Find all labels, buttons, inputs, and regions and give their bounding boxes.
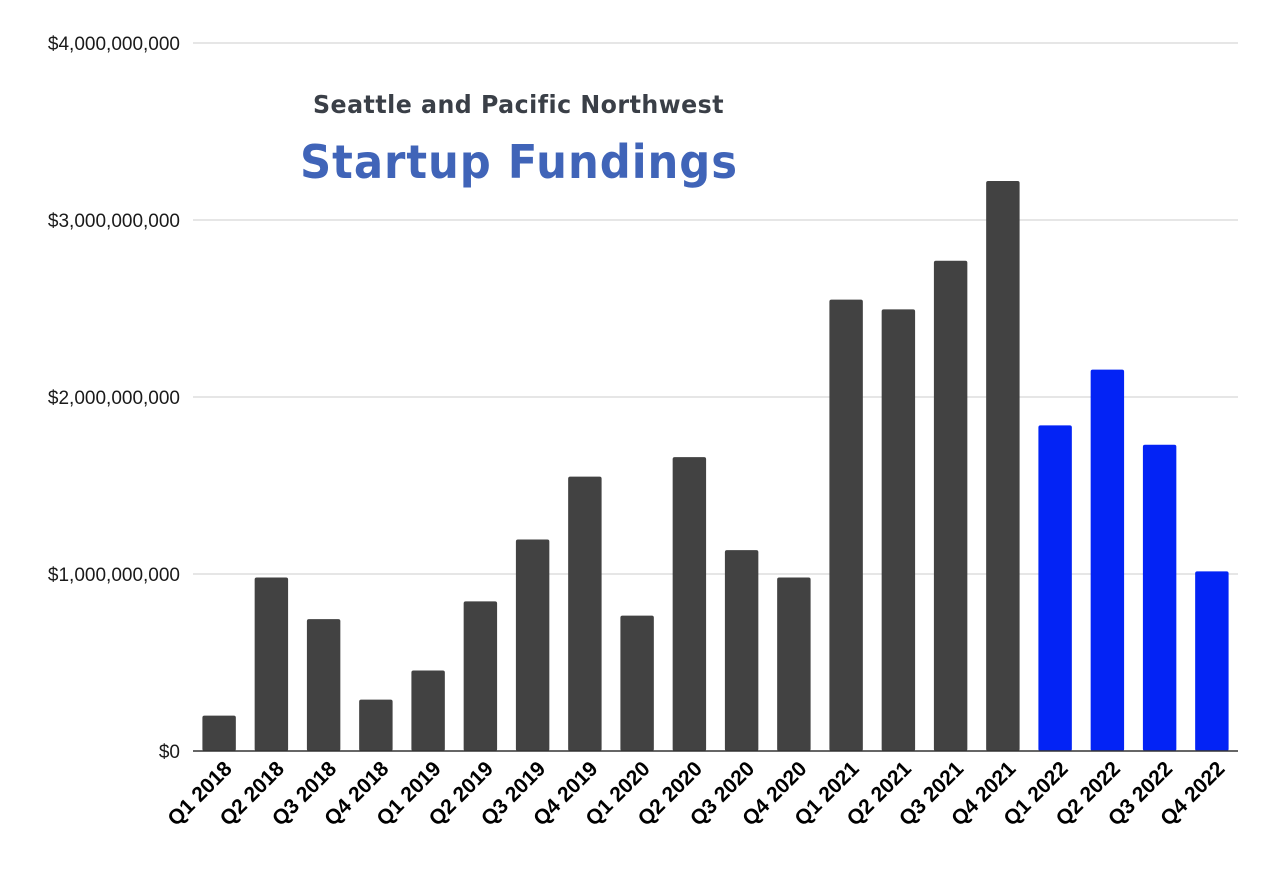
bar-q4-2019 xyxy=(568,476,602,751)
chart-title-line1: Seattle and Pacific Northwest xyxy=(313,90,724,119)
bar-q1-2022 xyxy=(1038,425,1072,751)
bar-q1-2020 xyxy=(620,615,654,751)
bar-q1-2018 xyxy=(202,715,236,751)
bar-q2-2019 xyxy=(463,601,498,751)
bar-q2-2022 xyxy=(1090,369,1125,751)
y-tick-label: $4,000,000,000 xyxy=(48,34,180,55)
gridlines xyxy=(193,42,1238,575)
y-axis-tick-labels: $0 $1,000,000,000 $2,000,000,000 $3,000,000… xyxy=(48,34,180,763)
bar-q2-2021 xyxy=(881,309,916,751)
bar-q4-2020 xyxy=(777,577,811,751)
bar-q4-2018 xyxy=(359,699,393,751)
bar-q2-2018 xyxy=(254,577,289,751)
bar-q3-2019 xyxy=(515,539,550,751)
bars xyxy=(202,181,1229,751)
bar-q1-2019 xyxy=(411,670,445,751)
bar-q3-2018 xyxy=(306,619,341,751)
y-tick-label: $0 xyxy=(159,742,180,763)
bar-q3-2022 xyxy=(1142,444,1177,751)
bar-q4-2022 xyxy=(1195,571,1229,751)
chart-title-line2: Startup Fundings xyxy=(300,135,738,189)
y-tick-label: $2,000,000,000 xyxy=(48,388,180,409)
bar-q3-2020 xyxy=(724,550,759,751)
bar-q3-2021 xyxy=(933,260,968,751)
bar-q1-2021 xyxy=(829,299,863,751)
bar-q4-2021 xyxy=(986,181,1020,751)
bar-q2-2020 xyxy=(672,457,707,751)
y-tick-label: $3,000,000,000 xyxy=(48,211,180,232)
y-tick-label: $1,000,000,000 xyxy=(48,565,180,586)
